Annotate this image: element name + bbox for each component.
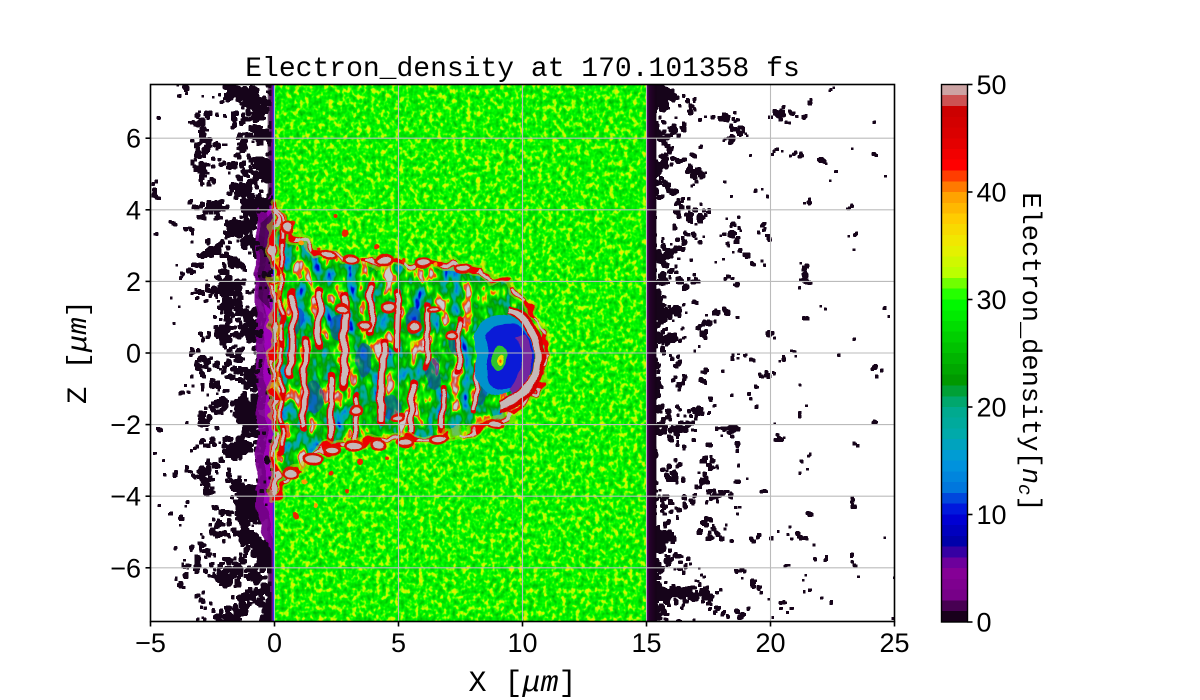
svg-text:10: 10	[507, 628, 537, 658]
svg-text:−2: −2	[110, 410, 141, 440]
svg-text:30: 30	[977, 285, 1007, 315]
svg-text:20: 20	[977, 393, 1007, 423]
svg-text:0: 0	[126, 339, 141, 369]
svg-text:−6: −6	[110, 553, 141, 583]
svg-text:10: 10	[977, 500, 1007, 530]
svg-text:5: 5	[391, 628, 406, 658]
svg-text:4: 4	[126, 195, 141, 225]
svg-text:0: 0	[267, 628, 282, 658]
svg-text:Electron_density[nc]: Electron_density[nc]	[1013, 192, 1044, 511]
svg-text:2: 2	[126, 267, 141, 297]
svg-text:25: 25	[879, 628, 909, 658]
svg-text:−5: −5	[135, 628, 166, 658]
svg-text:Electron_density at 170.101358: Electron_density at 170.101358 fs	[245, 54, 800, 85]
svg-text:50: 50	[977, 70, 1007, 100]
svg-text:15: 15	[631, 628, 661, 658]
svg-text:−4: −4	[110, 482, 141, 512]
svg-text:0: 0	[977, 608, 992, 638]
svg-text:40: 40	[977, 178, 1007, 208]
svg-text:6: 6	[126, 124, 141, 154]
svg-text:20: 20	[755, 628, 785, 658]
svg-text:X [μm]: X [μm]	[468, 667, 576, 700]
svg-text:Z [μm]: Z [μm]	[64, 300, 95, 404]
